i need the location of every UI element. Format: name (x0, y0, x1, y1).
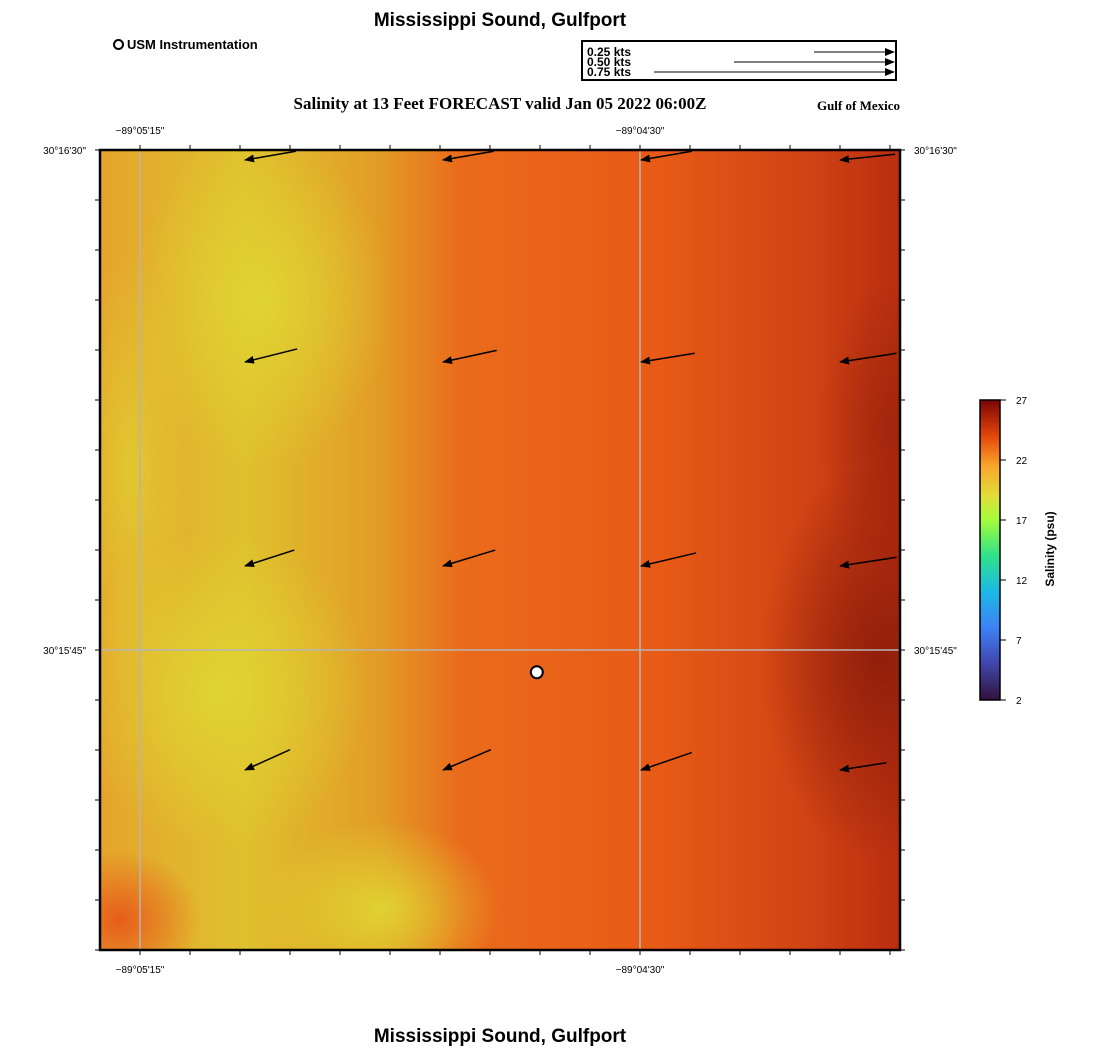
station-legend: USM Instrumentation (113, 37, 258, 52)
lat-label-right-1: 30°16'30" (914, 146, 957, 157)
lon-label-top-2: −89°04'30" (616, 126, 665, 137)
current-vector-arrow (640, 150, 692, 163)
colorbar-tick-label: 12 (1016, 576, 1028, 587)
frame-ticks (95, 145, 905, 955)
colorbar-tick-label: 22 (1016, 456, 1028, 467)
current-vector-arrow (244, 348, 298, 364)
current-vectors (244, 150, 897, 773)
speed-label-025: 0.25 kts (587, 45, 631, 59)
current-vector-arrow (839, 153, 896, 164)
current-vector-arrow (640, 552, 697, 568)
lat-label-right-2: 30°15'45" (914, 646, 957, 657)
speed-label-075: 0.75 kts (587, 65, 631, 79)
salinity-field (100, 150, 900, 950)
graticule (100, 150, 900, 950)
colorbar-label: Salinity (psu) (1043, 511, 1057, 587)
current-vector-arrow (640, 751, 692, 771)
current-speed-legend: 0.25 kts 0.50 kts 0.75 kts (581, 40, 897, 81)
lon-label-bottom-2: −89°04'30" (616, 965, 665, 976)
lat-label-left-1: 30°16'30" (43, 146, 86, 157)
colorbar-tick-label: 7 (1016, 636, 1022, 647)
map-title: Mississippi Sound, Gulfport (373, 10, 627, 31)
lon-label-top-1: −89°05'15" (116, 126, 165, 137)
current-vector-arrow (839, 352, 897, 365)
lon-label-bottom-1: −89°05'15" (116, 965, 165, 976)
lat-label-left-2: 30°15'45" (43, 646, 86, 657)
current-vector-arrow (442, 349, 497, 365)
current-vector-arrow (839, 762, 887, 773)
current-vector-arrow (442, 150, 494, 163)
station-marker[interactable] (529, 665, 544, 680)
current-vector-arrow (640, 352, 695, 365)
colorbar: 27 22 17 12 7 2 (979, 396, 1028, 707)
current-vector-arrow (244, 749, 291, 771)
current-vector-arrow (244, 549, 295, 568)
map-footer-title: Mississippi Sound, Gulfport (373, 1026, 627, 1047)
station-legend-label: USM Instrumentation (127, 37, 258, 52)
colorbar-tick-label: 17 (1016, 516, 1028, 527)
colorbar-tick-label: 27 (1016, 396, 1028, 407)
region-label: Gulf of Mexico (816, 98, 900, 113)
speed-label-050: 0.50 kts (587, 55, 631, 69)
current-vector-arrow (839, 556, 897, 569)
speed-legend-arrows: 0.25 kts 0.50 kts 0.75 kts (587, 45, 895, 79)
current-vector-arrow (442, 749, 492, 771)
current-vector-arrow (442, 549, 496, 568)
station-marker-icon (113, 39, 124, 50)
forecast-subtitle: Salinity at 13 Feet FORECAST valid Jan 0… (293, 94, 707, 113)
current-vector-arrow (244, 150, 296, 163)
colorbar-tick-label: 2 (1016, 696, 1022, 707)
colorbar-scale (979, 399, 1001, 701)
